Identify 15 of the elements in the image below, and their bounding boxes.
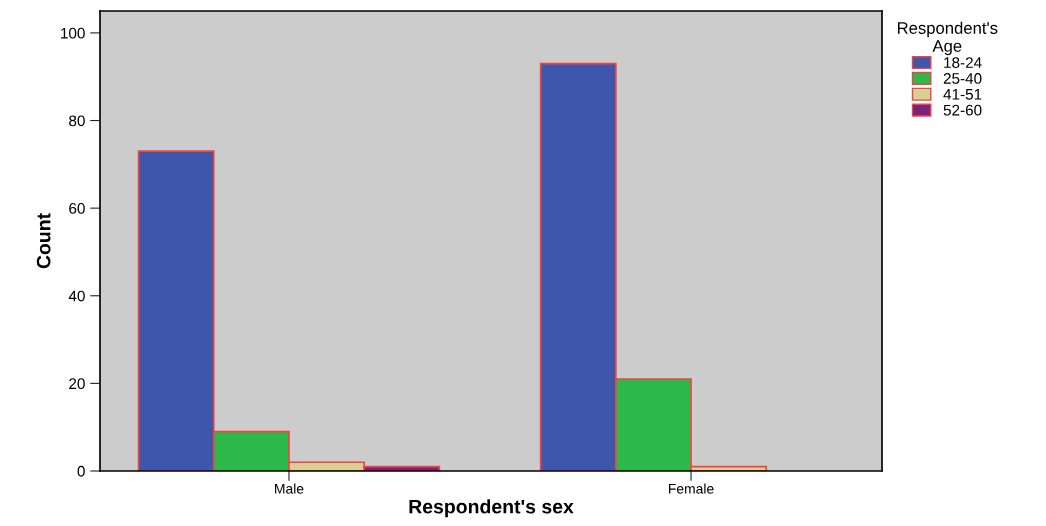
legend-label: 52-60 — [943, 104, 982, 116]
legend-label: 25-40 — [943, 73, 982, 84]
x-tick-label: Male — [275, 483, 304, 494]
x-tick-label: Female — [669, 483, 714, 494]
legend-label: 41-51 — [943, 89, 982, 100]
y-tick-label: 0 — [77, 465, 85, 477]
x-axis-title: Respondent's sex — [409, 499, 574, 518]
y-tick-label: 60 — [69, 203, 85, 214]
y-tick-label: 80 — [69, 115, 85, 127]
y-tick-label: 20 — [69, 378, 85, 390]
y-tick-label: 40 — [68, 290, 85, 302]
legend-title: Respondent's Age — [897, 21, 998, 56]
y-axis-title: Count — [36, 213, 51, 269]
legend-label: 18-24 — [944, 57, 982, 69]
y-tick-label: 100 — [61, 27, 85, 39]
